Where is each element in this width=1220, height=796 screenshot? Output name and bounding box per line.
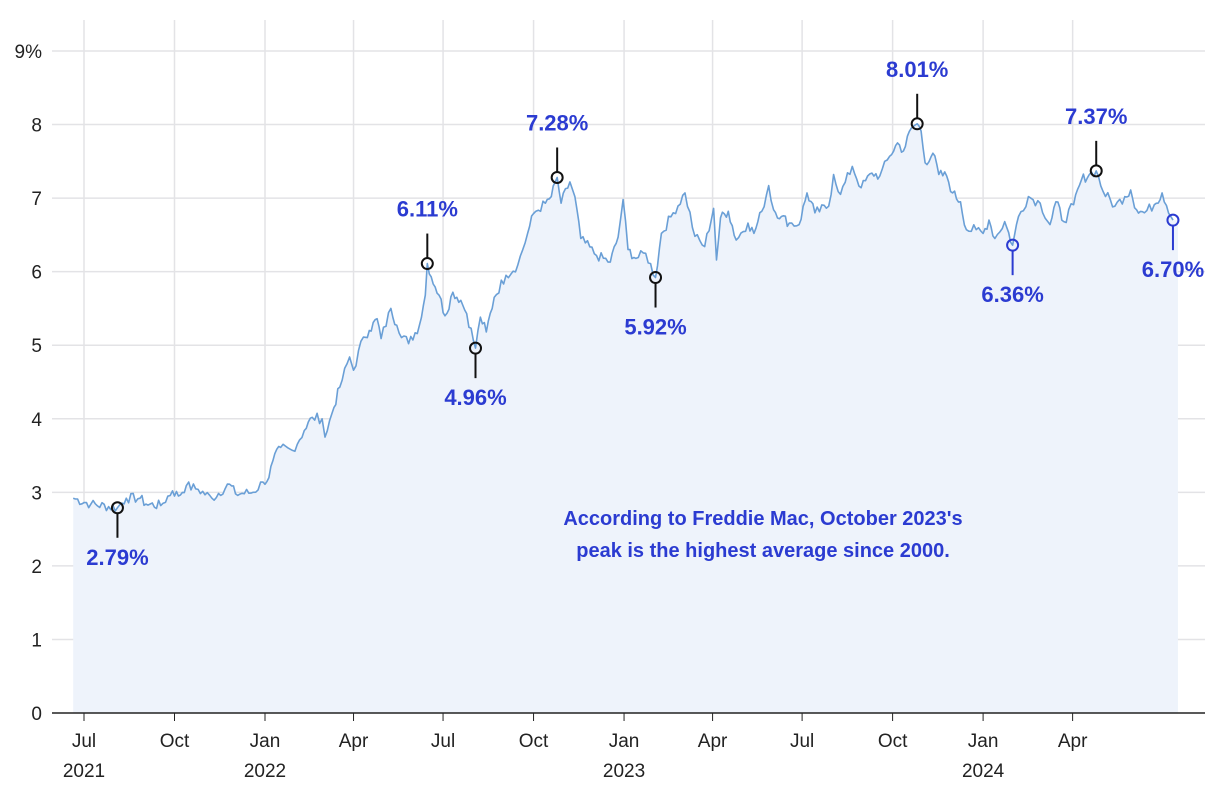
annotation-marker — [469, 341, 483, 355]
annotation-label: 8.01% — [886, 57, 948, 82]
x-tick-label: Jan — [250, 731, 281, 752]
x-year-label: 2021 — [63, 761, 105, 782]
x-tick-label: Jul — [431, 731, 455, 752]
x-year-label: 2022 — [244, 761, 286, 782]
annotation-marker — [1166, 213, 1180, 227]
x-tick-label: Jan — [609, 731, 640, 752]
rate-line — [72, 123, 1174, 512]
y-tick-label: 4 — [31, 410, 42, 431]
annotation-marker — [550, 170, 564, 184]
y-tick-label: 8 — [31, 116, 42, 137]
x-tick-label: Jan — [968, 731, 999, 752]
annotation-label: 6.36% — [981, 282, 1043, 307]
annotation-label: 5.92% — [624, 315, 686, 340]
axes: 0 1 2 3 4 5 6 7 8 9% Jul 2021 Oct Jan 2022 Apr Jul Oct Jan… — [15, 42, 1205, 782]
x-tick-label: Apr — [339, 731, 369, 752]
x-year-label: 2024 — [962, 761, 1005, 782]
y-tick-label: 9% — [15, 42, 43, 63]
x-tick-label: Oct — [878, 731, 908, 752]
x-tick-label: Apr — [1058, 731, 1088, 752]
annotation-label: 7.28% — [526, 110, 588, 135]
annotation-marker — [649, 271, 663, 285]
x-tick-label: Oct — [519, 731, 549, 752]
x-tick-label: Jul — [790, 731, 814, 752]
annotation-label: 7.37% — [1065, 104, 1127, 129]
annotation-marker — [1006, 238, 1020, 252]
y-tick-label: 5 — [31, 336, 42, 357]
x-tick-label: Oct — [160, 731, 190, 752]
annotation-marker — [420, 257, 434, 271]
annotation-marker — [910, 117, 924, 131]
area-layer — [72, 123, 1178, 714]
annotation-label: 4.96% — [444, 385, 506, 410]
annotations: 2.79% 6.11% 4.96% 7.28% 5.92% 8.01% 6.36% 7.37%… — [86, 57, 1204, 570]
y-tick-label: 0 — [31, 704, 42, 725]
y-tick-label: 1 — [31, 630, 42, 651]
y-tick-label: 6 — [31, 263, 42, 284]
y-tick-label: 2 — [31, 557, 42, 578]
annotation-label: 6.70% — [1142, 257, 1204, 282]
note-line-1: According to Freddie Mac, October 2023's — [563, 508, 962, 530]
annotation-label: 6.11% — [397, 197, 458, 222]
annotation-label: 2.79% — [86, 545, 148, 570]
y-tick-label: 7 — [31, 189, 42, 210]
x-year-label: 2023 — [603, 761, 645, 782]
y-tick-label: 3 — [31, 483, 42, 504]
x-tick-label: Jul — [72, 731, 96, 752]
note-line-2: peak is the highest average since 2000. — [576, 540, 950, 562]
x-tick-label: Apr — [698, 731, 728, 752]
annotation-marker — [110, 501, 124, 515]
annotation-marker — [1089, 164, 1103, 178]
area-fill — [73, 123, 1178, 714]
